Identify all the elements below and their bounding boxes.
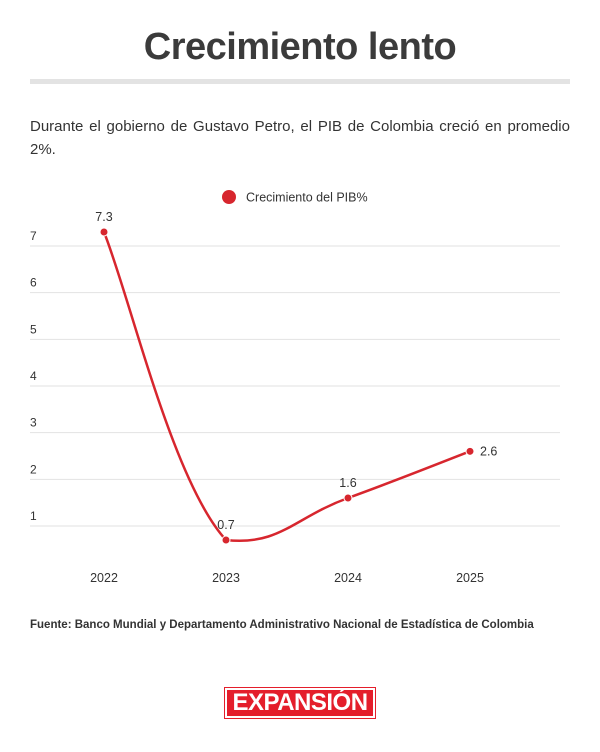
y-tick-label: 7 xyxy=(30,229,37,243)
data-point xyxy=(465,446,475,456)
data-label: 2.6 xyxy=(480,444,497,458)
data-label: 1.6 xyxy=(339,476,356,490)
y-tick-label: 5 xyxy=(30,322,37,336)
source-note: Fuente: Banco Mundial y Departamento Adm… xyxy=(30,619,534,631)
y-tick-label: 1 xyxy=(30,509,37,523)
chart-title: Crecimiento lento xyxy=(143,26,457,68)
line-chart: 1 2 3 4 5 6 7 2022 2023 2024 2025 Crecimiento del… xyxy=(30,190,560,585)
data-point xyxy=(221,535,231,545)
x-tick-label: 2024 xyxy=(334,571,362,585)
chart-subtitle: Durante el gobierno de Gustavo Petro, el… xyxy=(30,118,570,158)
data-point xyxy=(343,493,353,503)
legend: Crecimiento del PIB% xyxy=(222,190,368,205)
y-tick-label: 6 xyxy=(30,276,37,290)
series-line-crecimiento xyxy=(102,230,472,543)
x-tick-label: 2022 xyxy=(90,571,118,585)
data-points xyxy=(99,227,475,545)
y-tick-label: 3 xyxy=(30,416,37,430)
y-tick-label: 4 xyxy=(30,369,37,383)
data-point xyxy=(99,227,109,237)
title-divider xyxy=(30,79,570,84)
y-axis-ticks: 1 2 3 4 5 6 7 xyxy=(30,229,37,523)
legend-swatch xyxy=(222,190,236,204)
y-tick-label: 2 xyxy=(30,462,37,476)
x-tick-label: 2023 xyxy=(212,571,240,585)
legend-label: Crecimiento del PIB% xyxy=(246,191,368,205)
x-axis-ticks: 2022 2023 2024 2025 xyxy=(90,571,484,585)
x-tick-label: 2025 xyxy=(456,571,484,585)
expansion-logo: EXPANSIÓN xyxy=(225,688,375,718)
data-label: 7.3 xyxy=(95,210,112,224)
data-label: 0.7 xyxy=(217,518,234,532)
data-labels: 7.3 0.7 1.6 2.6 xyxy=(95,210,497,532)
grid-lines xyxy=(30,245,560,527)
